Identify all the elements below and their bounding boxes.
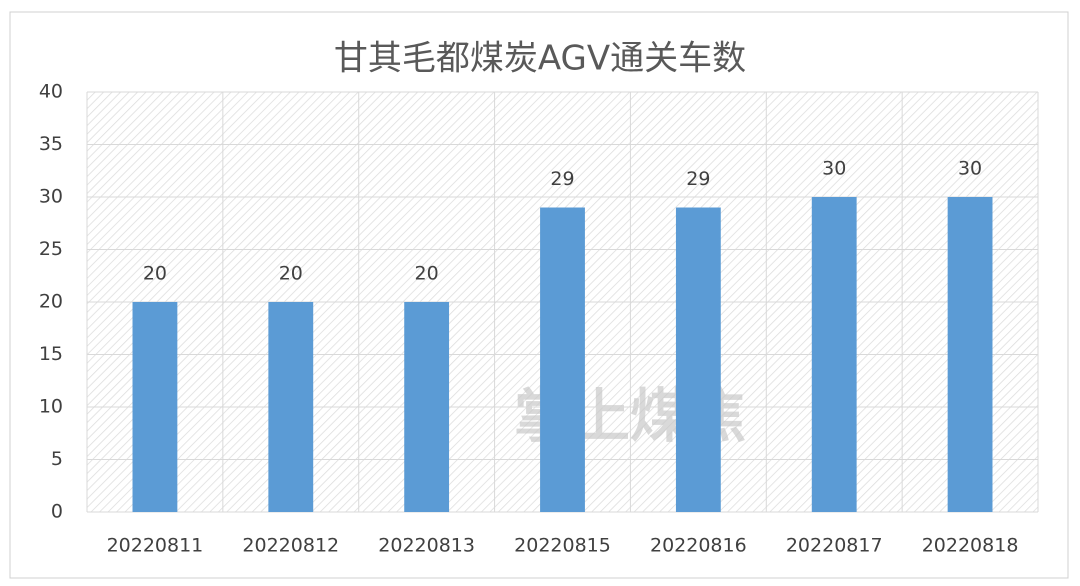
bar — [811, 197, 857, 512]
bar — [268, 302, 314, 512]
y-tick-label: 25 — [39, 238, 63, 260]
bar — [675, 207, 721, 512]
y-tick-label: 30 — [39, 186, 63, 208]
bar — [404, 302, 450, 512]
data-label: 29 — [550, 168, 574, 190]
y-tick-label: 10 — [39, 396, 63, 418]
data-label: 30 — [958, 158, 982, 180]
y-tick-label: 20 — [39, 291, 63, 313]
x-tick-label: 20220815 — [514, 535, 611, 557]
y-tick-label: 35 — [39, 133, 63, 155]
bar — [540, 207, 585, 512]
bar — [947, 197, 993, 512]
data-label: 20 — [415, 263, 439, 285]
x-tick-label: 20220817 — [786, 535, 883, 557]
data-label: 30 — [822, 158, 846, 180]
data-label: 20 — [279, 263, 303, 285]
bar — [132, 302, 178, 512]
chart-title: 甘其毛都煤炭AGV通关车数 — [334, 39, 746, 79]
x-tick-label: 20220818 — [922, 535, 1019, 557]
x-tick-label: 20220812 — [242, 535, 339, 557]
x-tick-label: 20220811 — [107, 535, 204, 557]
data-label: 20 — [143, 263, 167, 285]
data-label: 29 — [686, 168, 710, 190]
x-tick-label: 20220816 — [650, 535, 747, 557]
y-tick-label: 0 — [51, 501, 63, 523]
y-tick-label: 15 — [39, 343, 63, 365]
x-tick-label: 20220813 — [378, 535, 475, 557]
y-tick-label: 5 — [51, 448, 63, 470]
y-tick-label: 40 — [39, 81, 63, 103]
